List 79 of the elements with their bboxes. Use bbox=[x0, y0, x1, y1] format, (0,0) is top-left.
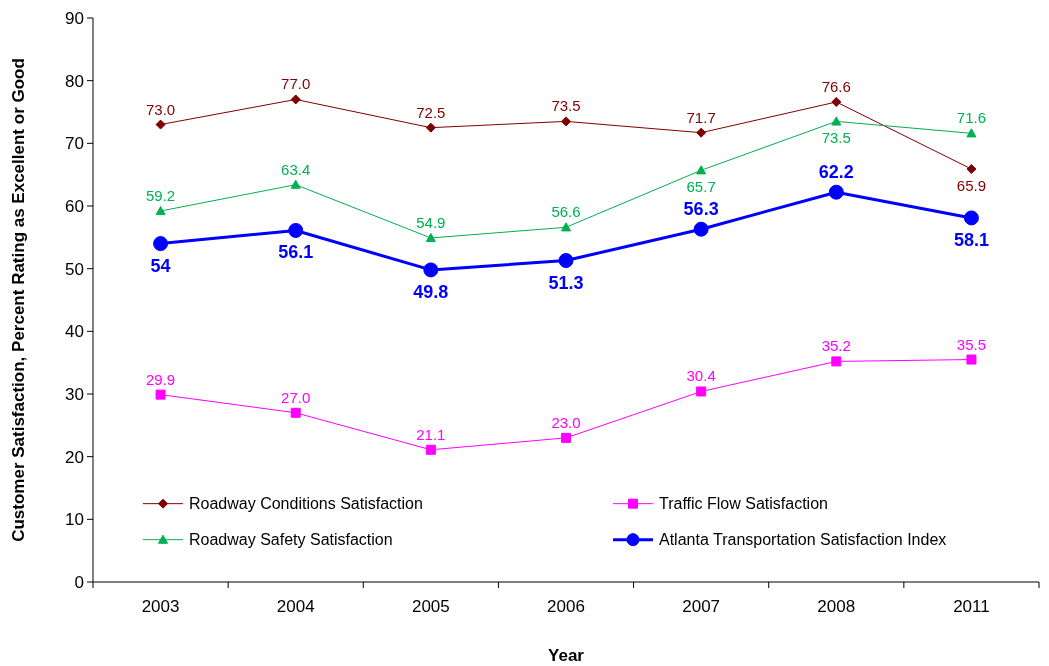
data-label: 27.0 bbox=[281, 388, 311, 406]
data-label: 29.9 bbox=[145, 370, 176, 388]
point bbox=[288, 222, 304, 238]
y-tick-label: 20 bbox=[65, 447, 84, 467]
x-tick-label: 2006 bbox=[547, 597, 585, 616]
x-tick-label: 2005 bbox=[411, 597, 450, 616]
data-label: 72.5 bbox=[416, 103, 446, 121]
data-label: 30.4 bbox=[686, 367, 716, 385]
x-tick-label: 2003 bbox=[141, 597, 180, 616]
point bbox=[155, 206, 166, 216]
point bbox=[966, 164, 977, 175]
point bbox=[290, 407, 301, 418]
data-label: 65.9 bbox=[956, 177, 987, 195]
point bbox=[963, 210, 979, 226]
point bbox=[425, 444, 436, 455]
y-tick-label: 30 bbox=[65, 384, 84, 404]
data-label: 58.1 bbox=[953, 229, 989, 250]
point bbox=[831, 356, 842, 367]
data-label: 21.1 bbox=[416, 425, 446, 443]
legend-label: Roadway Conditions Satisfaction bbox=[189, 495, 423, 513]
data-label: 56.1 bbox=[278, 242, 314, 263]
point bbox=[290, 179, 301, 189]
x-tick-label: 2011 bbox=[953, 597, 990, 616]
legend-label: Roadway Safety Satisfaction bbox=[189, 531, 393, 549]
data-label: 71.7 bbox=[686, 108, 716, 126]
x-axis-title: Year bbox=[548, 646, 585, 665]
legend-label: Traffic Flow Satisfaction bbox=[659, 495, 828, 513]
point bbox=[696, 127, 707, 138]
point bbox=[558, 253, 574, 269]
data-label: 73.5 bbox=[551, 97, 581, 115]
point bbox=[696, 165, 707, 175]
y-tick-label: 40 bbox=[65, 322, 84, 342]
data-label: 73.0 bbox=[145, 100, 176, 118]
data-label: 54 bbox=[150, 255, 171, 276]
y-tick-label: 70 bbox=[65, 134, 84, 154]
point bbox=[831, 116, 842, 126]
data-label: 35.2 bbox=[821, 337, 851, 355]
point bbox=[831, 96, 842, 107]
point bbox=[693, 221, 709, 237]
point bbox=[966, 128, 977, 138]
x-tick-label: 2008 bbox=[817, 597, 856, 616]
y-tick-label: 90 bbox=[65, 8, 84, 28]
data-label: 73.5 bbox=[821, 129, 851, 147]
point bbox=[153, 236, 169, 252]
point bbox=[561, 432, 571, 443]
point bbox=[155, 119, 166, 130]
point bbox=[425, 122, 436, 133]
point bbox=[425, 232, 436, 243]
point bbox=[290, 94, 301, 105]
point bbox=[696, 386, 707, 397]
point bbox=[155, 389, 166, 400]
data-label: 56.3 bbox=[683, 199, 719, 220]
data-label: 51.3 bbox=[548, 272, 584, 293]
point bbox=[966, 354, 977, 365]
data-label: 54.9 bbox=[416, 213, 446, 231]
y-tick-label: 60 bbox=[65, 196, 84, 216]
data-label: 56.6 bbox=[551, 203, 581, 221]
data-label: 59.2 bbox=[145, 187, 176, 205]
point bbox=[423, 262, 439, 278]
legend-label: Atlanta Transportation Satisfaction Index bbox=[659, 531, 947, 549]
data-label: 76.6 bbox=[821, 77, 851, 95]
data-label: 63.4 bbox=[281, 160, 311, 178]
data-label: 62.2 bbox=[818, 162, 854, 183]
data-label: 77.0 bbox=[281, 75, 311, 93]
point bbox=[561, 116, 571, 127]
y-tick-label: 80 bbox=[65, 71, 84, 91]
y-axis-title: Customer Satisfaction, Percent Rating as Excellent or Good bbox=[9, 58, 28, 542]
data-label: 71.6 bbox=[956, 109, 987, 127]
y-tick-label: 50 bbox=[65, 259, 84, 279]
data-label: 23.0 bbox=[551, 413, 581, 431]
x-tick-label: 2004 bbox=[276, 597, 315, 616]
x-tick-label: 2007 bbox=[682, 597, 721, 616]
data-label: 35.5 bbox=[956, 335, 987, 353]
y-tick-label: 0 bbox=[74, 572, 84, 592]
point bbox=[828, 184, 844, 200]
data-label: 65.7 bbox=[686, 178, 716, 196]
point bbox=[561, 222, 571, 232]
data-label: 49.8 bbox=[413, 281, 449, 302]
y-tick-label: 10 bbox=[65, 510, 84, 530]
